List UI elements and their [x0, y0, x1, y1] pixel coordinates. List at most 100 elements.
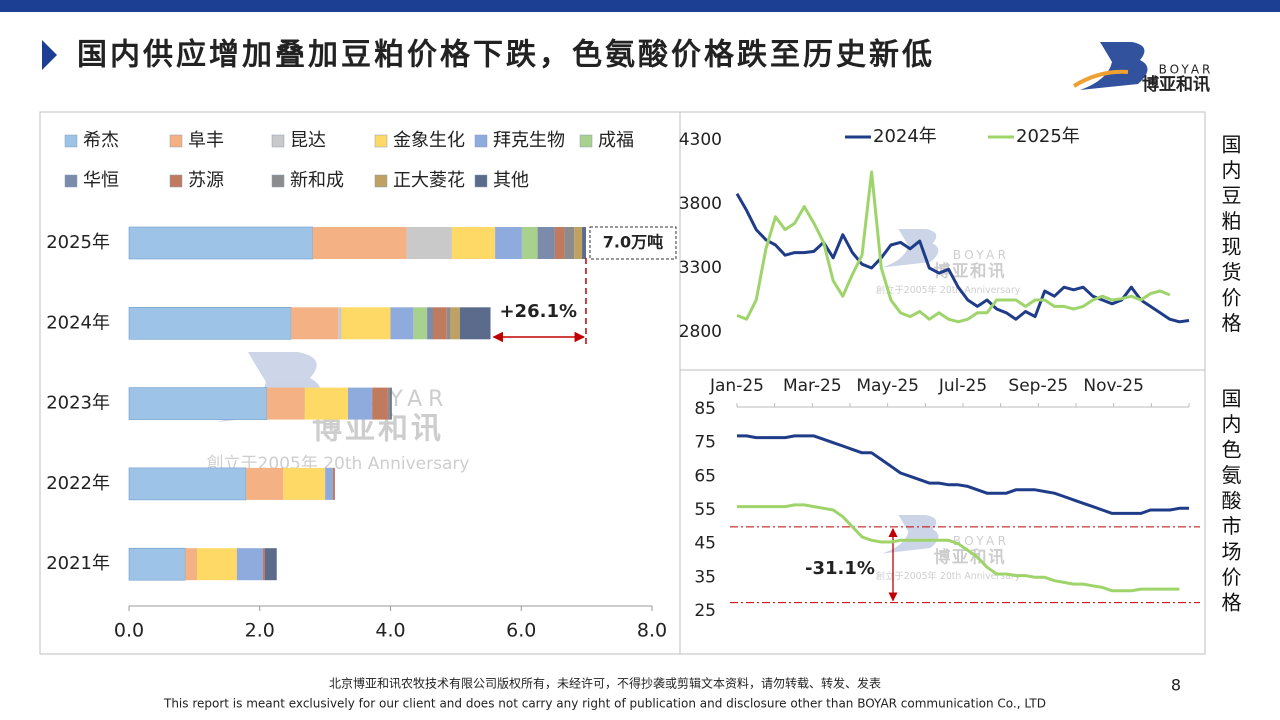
line-series — [735, 193, 1190, 324]
y-tick-label: 2024年 — [46, 312, 110, 333]
footer-cn: 北京博亚和讯农牧技术有限公司版权所有，未经许可，不得抄袭或剪辑文本资料，请勿转载… — [329, 676, 881, 691]
x-tick-label: 4.0 — [375, 620, 405, 642]
y-tick-label: 3300 — [679, 258, 722, 278]
legend-label: 2024年 — [873, 126, 937, 147]
legend-label: 阜丰 — [188, 130, 224, 151]
y-tick-label: 2021年 — [46, 553, 110, 574]
x-tick-label: 6.0 — [506, 620, 536, 642]
y-tick-label: 35 — [694, 567, 716, 587]
total-label: 7.0万吨 — [603, 233, 663, 252]
bar-segment — [521, 227, 538, 259]
legend-swatch — [579, 134, 593, 148]
legend-label: 正大菱花 — [393, 170, 465, 191]
bar-segment — [446, 307, 451, 340]
bar-segment — [325, 467, 333, 500]
bar-segment — [128, 306, 292, 340]
watermark-slogan: 創立于2005年 20th Anniversary — [876, 284, 1021, 296]
bar-segment — [387, 387, 391, 420]
slide-title: 国内供应增加叠加豆粕价格下跌，色氨酸价格跌至历史新低 — [77, 38, 935, 73]
legend-label: 昆达 — [290, 130, 326, 151]
top-bar — [0, 0, 1280, 12]
bar-segment — [537, 227, 555, 259]
y-tick-label: 2022年 — [46, 473, 110, 494]
bar-segment — [246, 467, 284, 500]
bar-segment — [427, 307, 433, 340]
bar-segment — [582, 227, 586, 259]
legend-label: 拜克生物 — [493, 130, 565, 151]
title-marker — [42, 40, 57, 70]
bar-segment — [554, 227, 565, 259]
line-series — [736, 170, 1171, 324]
logo-name: 博亚和讯 — [1142, 74, 1210, 95]
bar-segment — [450, 307, 460, 340]
bar-segment — [413, 307, 428, 340]
bar-segment — [390, 307, 414, 340]
legend-label: 苏源 — [188, 170, 224, 191]
x-tick-label: Jan-25 — [709, 376, 764, 396]
bar-segment — [406, 227, 452, 259]
bar-segment — [185, 548, 197, 581]
bar-segment — [196, 548, 237, 581]
side-label: 国内色氨酸市场价格 — [1218, 388, 1242, 618]
legend-label: 华恒 — [83, 170, 119, 191]
bar-segment — [128, 387, 268, 420]
legend-label: 新和成 — [290, 170, 344, 191]
bar-segment — [564, 227, 575, 259]
y-tick-label: 65 — [694, 466, 716, 486]
legend-label: 希杰 — [83, 130, 119, 151]
footer-en: This report is meant exclusively for our… — [163, 697, 1046, 711]
bar-segment — [264, 548, 277, 581]
bar-segment — [451, 227, 496, 259]
watermark-brand: BOYAR — [953, 248, 1010, 262]
watermark-name: 博亚和讯 — [934, 546, 1007, 566]
bar-segment — [372, 387, 388, 420]
x-tick-label: Sep-25 — [1008, 376, 1068, 396]
bar-segment — [304, 387, 349, 420]
bar-segment — [312, 227, 407, 259]
y-tick-label: 25 — [694, 601, 716, 621]
legend-swatch — [169, 134, 183, 148]
line-series — [737, 434, 1189, 515]
y-tick-label: 4300 — [679, 130, 722, 150]
logo-brand: BOYAR — [1159, 63, 1214, 77]
x-tick-label: May-25 — [856, 376, 919, 396]
y-tick-label: 2023年 — [46, 393, 110, 414]
bar-segment — [459, 307, 491, 340]
logo: BOYAR 博亚和讯 — [1072, 42, 1214, 95]
bar-segment — [341, 307, 391, 340]
bar-segment — [574, 227, 583, 259]
legend-swatch — [474, 174, 488, 188]
x-tick-label: Mar-25 — [783, 376, 842, 396]
y-tick-label: 55 — [694, 500, 716, 520]
legend-swatch — [169, 174, 183, 188]
legend-label: 金象生化 — [393, 130, 465, 151]
legend-swatch — [64, 174, 78, 188]
x-tick-label: 2.0 — [245, 620, 275, 642]
growth-label: +26.1% — [499, 301, 577, 322]
legend-label: 其他 — [493, 170, 529, 191]
bar-segment — [432, 307, 447, 340]
watermark-mark — [882, 515, 939, 554]
y-tick-label: 45 — [694, 534, 716, 554]
legend-label: 2025年 — [1016, 126, 1080, 147]
bar-segment — [348, 387, 373, 420]
bar-segment — [338, 307, 342, 340]
y-tick-label: 75 — [694, 433, 716, 453]
page-number: 8 — [1171, 676, 1181, 695]
bar-segment — [266, 387, 305, 420]
y-tick-label: 2025年 — [46, 232, 110, 253]
logo-mark — [1080, 42, 1148, 90]
watermark-slogan: 創立于2005年 20th Anniversary — [876, 570, 1021, 582]
bar-segment — [236, 548, 264, 581]
bar-segment — [495, 227, 522, 259]
legend-swatch — [374, 174, 388, 188]
bar-segment — [291, 307, 339, 340]
total-box — [589, 226, 677, 260]
logo-swoosh — [1072, 69, 1129, 88]
x-tick-label: 8.0 — [637, 620, 667, 642]
legend-swatch — [474, 134, 488, 148]
legend-swatch — [271, 134, 285, 148]
